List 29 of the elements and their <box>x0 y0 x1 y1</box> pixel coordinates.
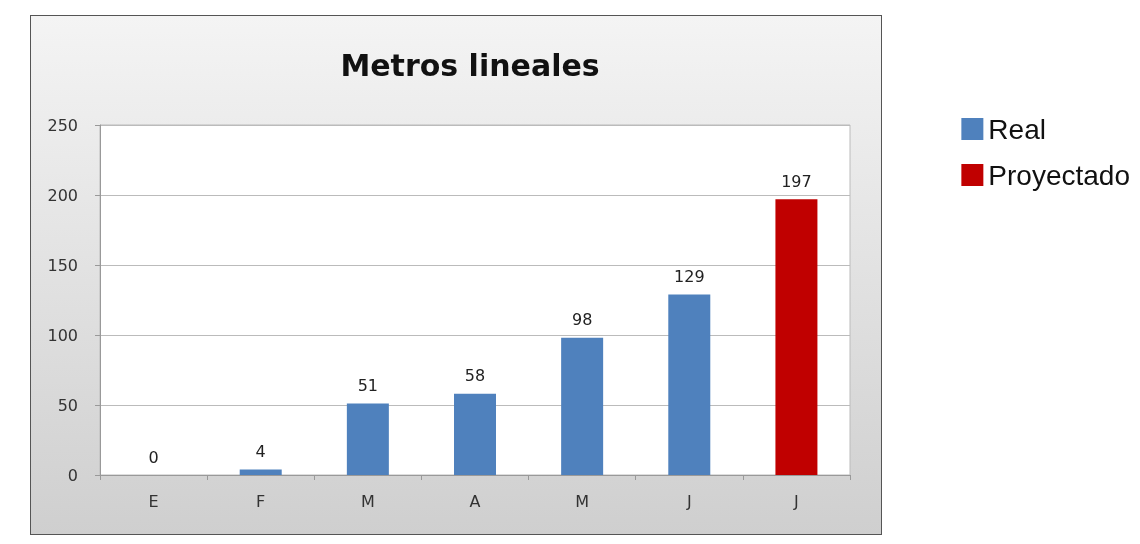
y-tick-label: 100 <box>47 325 78 345</box>
bar <box>454 393 496 475</box>
chart-title: Metros lineales <box>340 47 600 83</box>
data-label: 197 <box>781 171 812 191</box>
x-tick-label: E <box>148 491 159 511</box>
bar <box>239 469 282 475</box>
bar <box>561 337 604 475</box>
x-tick-label: M <box>575 491 590 511</box>
x-tick-label: M <box>360 491 375 511</box>
y-tick-label: 50 <box>57 395 78 415</box>
data-label: 51 <box>357 376 379 396</box>
bar <box>775 199 818 475</box>
x-tick-label: F <box>256 491 266 511</box>
data-label: 0 <box>148 447 159 467</box>
data-label: 4 <box>255 441 266 461</box>
x-tick-label: A <box>469 491 481 511</box>
data-label: 58 <box>464 366 486 386</box>
y-tick-label: 250 <box>47 115 78 135</box>
data-label: 98 <box>571 310 593 330</box>
legend-label: Proyectado <box>988 159 1130 191</box>
y-tick-label: 0 <box>67 465 78 485</box>
bar <box>668 294 711 475</box>
legend-label: Real <box>988 113 1046 145</box>
y-tick-label: 150 <box>47 255 78 275</box>
x-tick-label: J <box>793 491 799 511</box>
y-tick-label: 200 <box>47 185 78 205</box>
bar <box>346 403 389 475</box>
data-label: 129 <box>674 266 705 286</box>
x-tick-label: J <box>685 491 692 511</box>
